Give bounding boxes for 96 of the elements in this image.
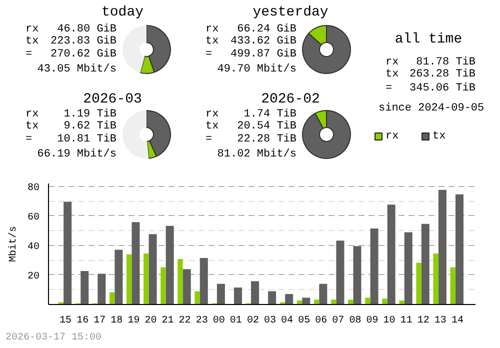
- bar: [319, 284, 328, 304]
- text: tx 433.62 GiB: [206, 36, 297, 48]
- x-tick-label: 05: [298, 316, 310, 326]
- bar: [114, 250, 123, 304]
- y-axis-title: Mbit/s: [8, 226, 20, 262]
- bar: [126, 254, 132, 304]
- bar: [132, 222, 140, 304]
- legend-label: tx: [432, 130, 446, 142]
- x-tick-label: 02: [246, 316, 259, 326]
- bar: [80, 271, 89, 304]
- text: tx 263.28 TiB: [386, 68, 476, 80]
- bar: [433, 253, 438, 304]
- x-tick-label: 11: [400, 316, 412, 326]
- bar: [382, 298, 388, 304]
- x-tick-label: 06: [315, 316, 328, 326]
- bar: [348, 300, 354, 304]
- text: rx 81.78 TiB: [386, 56, 476, 68]
- chart-title: yesterday: [252, 4, 328, 20]
- x-tick-label: 10: [383, 316, 396, 326]
- bar: [387, 204, 396, 304]
- text: tx 9.62 TiB: [26, 120, 117, 132]
- bar: [353, 246, 362, 304]
- text: = 270.62 GiB: [26, 48, 117, 60]
- text: 66.19 Mbit/s: [37, 148, 117, 160]
- x-tick-label: 03: [264, 316, 276, 326]
- bar: [365, 298, 370, 304]
- x-tick-label: 09: [366, 316, 378, 326]
- x-tick-label: 17: [94, 316, 106, 326]
- text: = 10.81 TiB: [26, 134, 117, 146]
- bar: [450, 267, 456, 304]
- x-tick-label: 15: [60, 316, 72, 326]
- y-tick-label: 20: [28, 271, 40, 282]
- x-tick-label: 04: [281, 316, 294, 326]
- bar: [144, 253, 149, 304]
- bar: [200, 258, 208, 304]
- x-tick-label: 12: [417, 316, 430, 326]
- chart-title: 2026-02: [261, 92, 320, 108]
- x-tick-label: 13: [434, 316, 446, 326]
- y-tick-label: 40: [28, 242, 40, 253]
- bar: [404, 232, 412, 304]
- text: 81.02 Mbit/s: [217, 148, 297, 160]
- bar: [194, 291, 200, 304]
- text: rx 66.24 GiB: [206, 24, 297, 36]
- bar: [336, 240, 344, 304]
- bar: [438, 190, 446, 304]
- text: rx 1.74 TiB: [206, 108, 297, 120]
- bar: [251, 281, 260, 304]
- bar: [182, 269, 191, 304]
- x-tick-label: 21: [162, 316, 174, 326]
- x-tick-label: 16: [76, 316, 89, 326]
- bar: [148, 234, 157, 304]
- text: rx 46.80 GiB: [26, 24, 117, 36]
- bar: [331, 300, 336, 304]
- bar: [166, 226, 174, 304]
- bar: [234, 288, 242, 304]
- bar: [421, 224, 430, 304]
- bar: [178, 259, 183, 304]
- bar: [110, 292, 115, 304]
- x-tick-label: 14: [451, 316, 464, 326]
- bar: [285, 294, 294, 304]
- x-tick-label: 18: [110, 316, 123, 326]
- x-tick-label: 01: [230, 316, 242, 326]
- x-tick-label: 19: [128, 316, 140, 326]
- bar: [314, 300, 320, 304]
- legend-label: rx: [386, 130, 400, 142]
- x-tick-label: 20: [144, 316, 157, 326]
- text: 2026-03-17 15:00: [6, 332, 102, 344]
- bar: [399, 300, 404, 304]
- text: 43.05 Mbit/s: [37, 64, 117, 76]
- text: = 22.28 TiB: [206, 134, 297, 146]
- x-tick-label: 22: [178, 316, 191, 326]
- text: rx 1.19 TiB: [26, 108, 117, 120]
- text: = 499.87 GiB: [206, 48, 297, 60]
- y-tick-label: 80: [28, 182, 40, 194]
- text: = 345.06 TiB: [386, 82, 476, 94]
- bar: [216, 284, 225, 304]
- bar: [302, 298, 310, 304]
- text: tx 223.83 GiB: [26, 36, 117, 48]
- x-tick-label: 07: [332, 316, 344, 326]
- chart-title: 2026-03: [83, 92, 142, 108]
- x-tick-label: 00: [212, 316, 225, 326]
- y-tick-label: 60: [28, 212, 40, 224]
- chart-title: today: [101, 4, 144, 20]
- text: 49.70 Mbit/s: [217, 64, 297, 76]
- bar: [416, 262, 422, 304]
- text: tx 20.54 TiB: [206, 120, 297, 132]
- bar: [455, 194, 464, 304]
- bar: [370, 228, 378, 304]
- text: since 2024-09-05: [378, 102, 484, 114]
- bar: [268, 291, 276, 304]
- bar: [160, 267, 166, 304]
- x-tick-label: 23: [196, 316, 208, 326]
- text: all time: [394, 32, 462, 48]
- bar: [98, 274, 106, 304]
- x-tick-label: 08: [349, 316, 362, 326]
- bar: [64, 202, 72, 304]
